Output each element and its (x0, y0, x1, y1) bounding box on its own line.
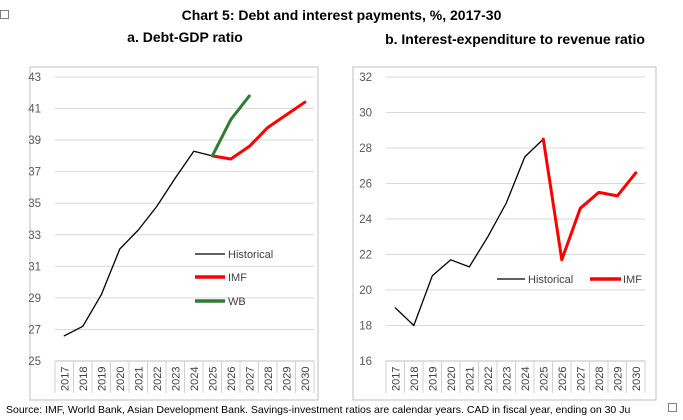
chart-b-y-tick-label: 26 (359, 179, 372, 191)
chart-b-x-tick-label: 2029 (612, 367, 624, 391)
chart-a-y-tick-label: 37 (28, 167, 41, 179)
chart-a-y-tick-label: 29 (28, 293, 41, 305)
chart-b-y-tick-label: 18 (359, 321, 372, 333)
chart-a-y-tick-label: 39 (28, 135, 41, 147)
chart-b-y-tick-label: 16 (359, 356, 372, 368)
chart-b-x-tick-label: 2022 (483, 367, 495, 391)
chart-a-y-tick-label: 27 (28, 324, 41, 336)
chart-a-x-tick-label: 2021 (133, 367, 145, 391)
chart-b-series-historical-line (394, 138, 544, 327)
chart-a-x-tick-label: 2017 (59, 367, 71, 391)
chart-b-x-tick-label: 2020 (446, 367, 458, 391)
chart-b-frame (352, 66, 657, 401)
source-note: Source: IMF, World Bank, Asian Developme… (6, 404, 631, 416)
chart-a-y-tick-label: 43 (28, 72, 41, 84)
chart-a-subtitle: a. Debt-GDP ratio (127, 29, 243, 45)
chart-a-x-tick-label: 2024 (189, 367, 201, 391)
chart-a-x-tick-label: 2028 (263, 367, 275, 391)
resize-handle-top-left[interactable] (0, 10, 9, 19)
chart-a-y-tick-label: 35 (28, 198, 41, 210)
chart-b-legend-label-imf: IMF (623, 274, 642, 286)
chart-b-x-tick-label: 2021 (464, 367, 476, 391)
chart-b-x-tick-label: 2017 (390, 367, 402, 391)
chart-b-x-tick-label: 2027 (575, 367, 587, 391)
chart-b-legend-label-historical: Historical (528, 274, 573, 286)
chart-a-frame (29, 66, 319, 401)
chart-a-y-tick-label: 25 (28, 356, 41, 368)
chart-a-y-tick-label: 41 (28, 104, 41, 116)
resize-handle-bottom-right[interactable] (668, 403, 677, 412)
chart-b-x-tick-label: 2028 (594, 367, 606, 391)
chart-a-series-historical-line (63, 150, 213, 337)
chart-b-y-tick-label: 30 (359, 108, 372, 120)
chart-b-y-tick-label: 22 (359, 250, 372, 262)
chart-b-y-tick-label: 28 (359, 143, 372, 155)
chart-a-series-imf-line (210, 100, 307, 161)
chart-b-x-tick-label: 2023 (501, 367, 513, 391)
chart-a-x-tick-label: 2019 (96, 367, 108, 391)
chart-a-x-tick-label: 2018 (78, 367, 90, 391)
chart-a-legend-label-imf: IMF (228, 272, 247, 284)
chart-a-x-tick-label: 2020 (115, 367, 127, 391)
chart-b-subtitle: b. Interest-expenditure to revenue ratio (385, 31, 645, 47)
chart-a-y-tick-label: 33 (28, 230, 41, 242)
chart-a-series-wb-line (210, 94, 251, 158)
chart-b-y-tick-label: 20 (359, 285, 372, 297)
chart-a-x-tick-label: 2025 (207, 367, 219, 391)
chart-a-legend-label-historical: Historical (228, 249, 273, 261)
chart-a-legend-label-wb: WB (228, 296, 246, 308)
chart-b-x-tick-label: 2018 (409, 367, 421, 391)
chart-a-x-tick-label: 2029 (281, 367, 293, 391)
chart-b-x-tick-label: 2024 (520, 367, 532, 391)
chart-a-x-tick-label: 2027 (244, 367, 256, 391)
chart-b-y-tick-label: 24 (359, 214, 372, 226)
chart-b-x-tick-label: 2019 (427, 367, 439, 391)
chart-b-x-tick-label: 2026 (557, 367, 569, 391)
chart-a-x-tick-label: 2026 (226, 367, 238, 391)
figure-title: Chart 5: Debt and interest payments, %, … (181, 7, 502, 23)
chart-a-x-tick-label: 2022 (152, 367, 164, 391)
chart-b-x-tick-label: 2025 (538, 367, 550, 391)
chart-a-y-tick-label: 31 (28, 261, 41, 273)
chart-b-x-tick-label: 2030 (631, 367, 643, 391)
chart-b-y-tick-label: 32 (359, 72, 372, 84)
chart-a-x-tick-label: 2030 (300, 367, 312, 391)
chart-a-x-tick-label: 2023 (170, 367, 182, 391)
chart-b-series-imf-line (541, 137, 638, 262)
